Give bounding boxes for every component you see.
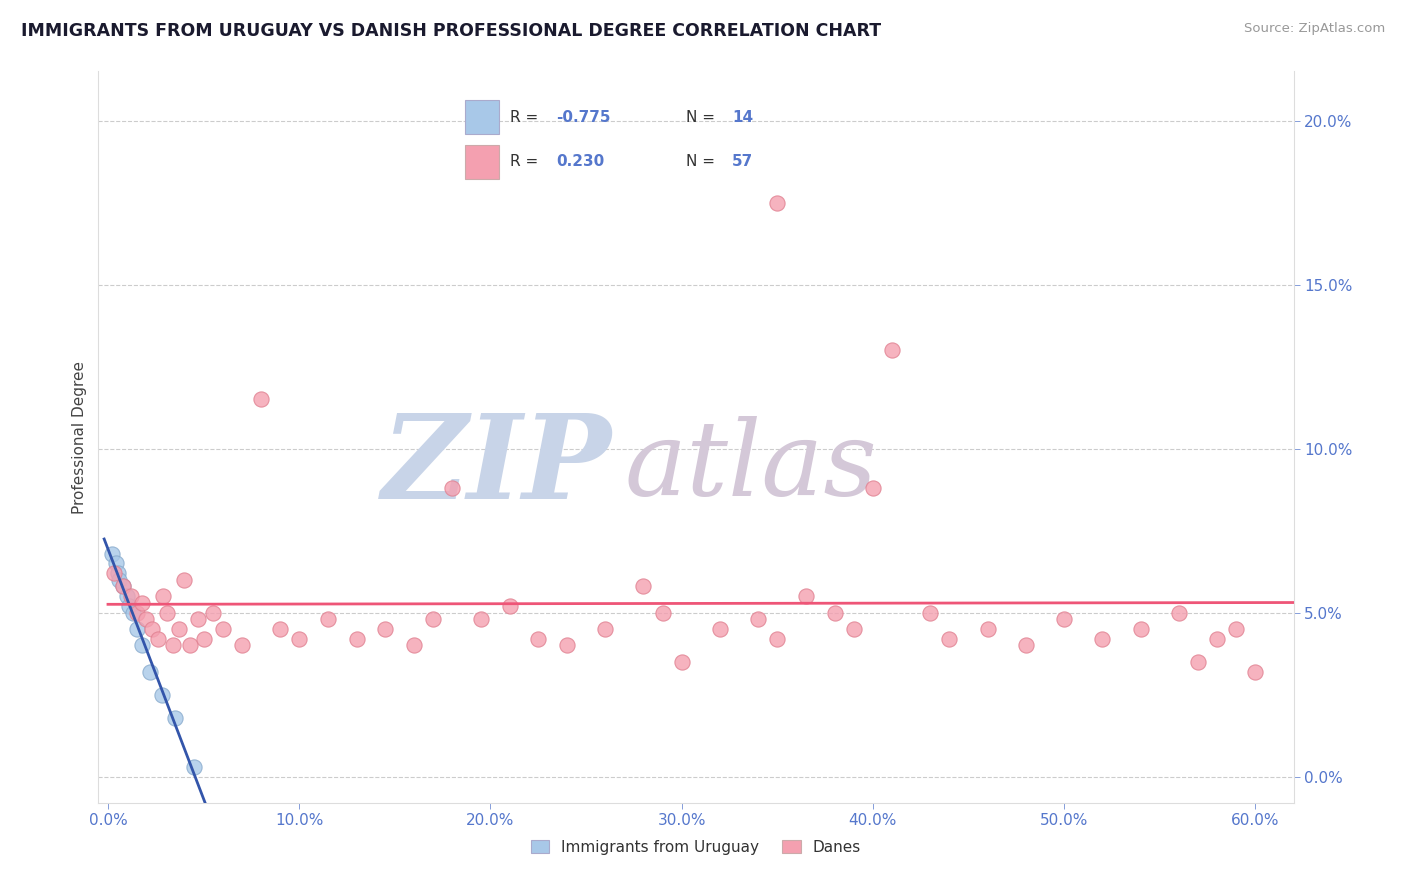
Point [824,606,846,620]
Point [862,481,884,495]
Point [146,632,169,646]
Point [125,606,148,620]
Point [288,632,311,646]
Point [211,622,233,636]
Text: ZIP: ZIP [382,409,613,524]
Point [1091,632,1114,646]
Point [101,547,124,561]
Point [112,579,135,593]
Text: Source: ZipAtlas.com: Source: ZipAtlas.com [1244,22,1385,36]
Point [131,638,153,652]
Point [131,596,153,610]
Point [187,612,209,626]
Point [141,622,163,636]
Point [938,632,960,646]
Point [150,688,173,702]
Point [163,710,186,724]
Point [104,557,127,571]
Point [920,606,942,620]
Point [633,579,655,593]
Point [162,638,184,652]
Text: IMMIGRANTS FROM URUGUAY VS DANISH PROFESSIONAL DEGREE CORRELATION CHART: IMMIGRANTS FROM URUGUAY VS DANISH PROFES… [21,22,882,40]
Point [422,612,444,626]
Point [250,392,273,407]
Point [1244,665,1267,679]
Point [103,566,125,581]
Point [1225,622,1247,636]
Point [316,612,339,626]
Point [152,589,174,603]
Point [231,638,253,652]
Legend: Immigrants from Uruguay, Danes: Immigrants from Uruguay, Danes [524,834,868,861]
Point [671,655,693,669]
Point [125,622,148,636]
Point [766,195,789,210]
Point [1167,606,1189,620]
Point [498,599,520,613]
Point [1206,632,1229,646]
Point [135,612,157,626]
Point [880,343,903,358]
Point [107,566,129,581]
Point [747,612,769,626]
Point [156,606,179,620]
Point [709,622,731,636]
Point [120,589,142,603]
Point [766,632,789,646]
Point [527,632,550,646]
Point [173,573,195,587]
Point [346,632,368,646]
Point [1129,622,1152,636]
Text: atlas: atlas [624,416,877,517]
Point [193,632,215,646]
Point [112,579,135,593]
Point [441,481,464,495]
Point [651,606,673,620]
Point [118,599,141,613]
Point [167,622,190,636]
Point [374,622,396,636]
Point [842,622,865,636]
Point [121,606,143,620]
Point [470,612,492,626]
Point [555,638,578,652]
Point [183,760,205,774]
Point [115,589,138,603]
Point [402,638,425,652]
Point [108,573,131,587]
Point [976,622,998,636]
Point [1015,638,1038,652]
Point [202,606,225,620]
Point [179,638,201,652]
Point [794,589,817,603]
Point [593,622,616,636]
Point [1053,612,1076,626]
Y-axis label: Professional Degree: Professional Degree [72,360,87,514]
Point [269,622,291,636]
Point [139,665,162,679]
Point [1187,655,1209,669]
